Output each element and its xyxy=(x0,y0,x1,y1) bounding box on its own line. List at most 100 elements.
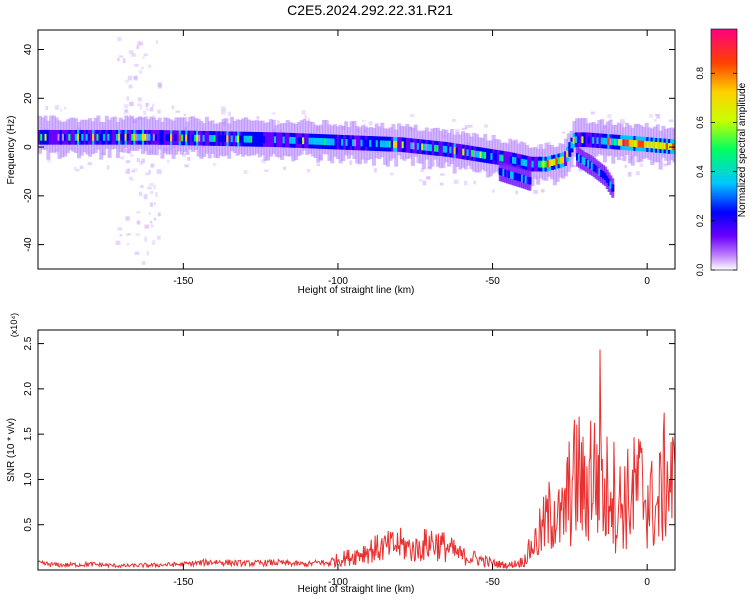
heatmap-cell xyxy=(434,144,438,152)
heatmap-cell xyxy=(618,138,622,146)
heatmap-speckle xyxy=(243,170,248,174)
heatmap-cell xyxy=(380,140,384,148)
heatmap-cell xyxy=(325,138,329,146)
heatmap-speckle xyxy=(464,125,468,129)
heatmap-cell xyxy=(295,137,299,144)
heatmap-cell xyxy=(167,134,171,142)
heatmap-cell xyxy=(328,138,332,146)
heatmap-cell xyxy=(501,154,505,162)
heatmap-cell xyxy=(230,135,234,143)
heatmap-speckle xyxy=(153,217,157,221)
heatmap-cell xyxy=(598,137,602,145)
heatmap-cell xyxy=(570,141,574,149)
heatmap-speckle xyxy=(409,113,415,118)
heatmap-cell xyxy=(362,139,366,147)
heatmap-cell xyxy=(135,133,139,141)
heatmap-cell xyxy=(70,133,74,141)
heatmap-cell xyxy=(657,142,661,149)
heatmap-cell xyxy=(581,156,585,164)
heatmap-cell xyxy=(369,140,373,147)
heatmap-cell xyxy=(555,158,559,165)
heatmap-cell xyxy=(542,160,546,168)
heatmap-cell xyxy=(209,135,213,142)
heatmap-cell xyxy=(213,135,217,142)
heatmap-cell xyxy=(462,148,466,156)
heatmap-cell xyxy=(191,134,195,142)
heatmap-cell xyxy=(620,139,624,146)
heatmap-speckle xyxy=(143,53,148,57)
heatmap-speckle xyxy=(141,158,145,164)
heatmap-cell xyxy=(297,137,301,145)
heatmap-speckle xyxy=(150,163,155,168)
heatmap-speckle xyxy=(85,152,90,155)
heatmap-cell xyxy=(533,160,537,168)
heatmap-speckle xyxy=(74,166,77,170)
heatmap-speckle xyxy=(620,158,623,161)
heatmap-speckle xyxy=(654,114,659,117)
heatmap-speckle xyxy=(656,114,661,119)
snr-x-axis-label: Height of straight line (km) xyxy=(298,584,415,595)
heatmap-cell xyxy=(159,134,163,141)
heatmap-cell xyxy=(120,133,124,141)
heatmap-speckle xyxy=(150,163,155,167)
heatmap-speckle xyxy=(128,176,133,180)
heatmap-cell xyxy=(107,133,111,141)
heatmap-cell xyxy=(271,136,275,144)
heatmap-cell xyxy=(605,175,609,183)
heatmap-cell xyxy=(457,147,461,155)
heatmap-cell xyxy=(382,140,386,148)
heatmap-cell xyxy=(460,148,464,156)
heatmap-cell xyxy=(496,154,500,161)
spectrogram-y-tick-label: 20 xyxy=(23,92,34,104)
heatmap-cell xyxy=(661,142,665,150)
heatmap-cell xyxy=(585,159,589,167)
heatmap-cell xyxy=(154,133,158,141)
heatmap-cell xyxy=(517,173,521,181)
heatmap-speckle xyxy=(138,41,143,46)
heatmap-speckle xyxy=(126,243,130,246)
heatmap-speckle xyxy=(578,166,583,172)
heatmap-cell xyxy=(579,136,583,144)
heatmap-cell xyxy=(605,137,609,145)
heatmap-cell xyxy=(338,138,342,146)
heatmap-cell xyxy=(74,133,78,141)
heatmap-cell xyxy=(624,139,628,147)
heatmap-speckle xyxy=(140,184,144,189)
heatmap-cell xyxy=(551,159,555,167)
heatmap-cell xyxy=(594,137,598,144)
figure-title: C2E5.2024.292.22.31.R21 xyxy=(287,2,453,18)
heatmap-cell xyxy=(494,153,498,161)
heatmap-cell xyxy=(514,157,518,165)
heatmap-cell xyxy=(511,171,515,180)
snr-frame xyxy=(37,329,676,571)
heatmap-speckle xyxy=(171,105,175,110)
heatmap-speckle xyxy=(167,159,170,164)
heatmap-speckle xyxy=(467,124,473,128)
heatmap-speckle xyxy=(473,180,476,185)
heatmap-cell xyxy=(607,138,611,145)
heatmap-speckle xyxy=(622,121,627,124)
heatmap-cell xyxy=(321,138,325,145)
heatmap-cell xyxy=(438,145,442,153)
heatmap-cell xyxy=(189,134,193,142)
heatmap-cell xyxy=(594,165,598,173)
heatmap-cell xyxy=(611,184,615,192)
heatmap-cell xyxy=(654,141,658,149)
heatmap-cell xyxy=(304,137,308,145)
heatmap-cell xyxy=(102,133,106,141)
heatmap-cell xyxy=(291,136,295,144)
colorbar-ticks: 0.0 0.2 0.4 0.6 0.8 xyxy=(695,67,737,276)
heatmap-cell xyxy=(583,136,587,144)
heatmap-speckle xyxy=(454,129,460,132)
heatmap-speckle xyxy=(127,232,132,235)
heatmap-cell xyxy=(217,135,221,143)
heatmap-cell xyxy=(139,133,143,141)
colorbar-tick-label: 0.0 xyxy=(695,264,705,277)
heatmap-speckle xyxy=(126,233,131,236)
heatmap-cell xyxy=(174,134,178,142)
colorbar-tick-label: 0.4 xyxy=(695,165,705,178)
heatmap-cell xyxy=(345,139,349,146)
heatmap-cell xyxy=(254,135,258,143)
heatmap-cell xyxy=(399,141,403,149)
heatmap-cell xyxy=(667,143,671,150)
